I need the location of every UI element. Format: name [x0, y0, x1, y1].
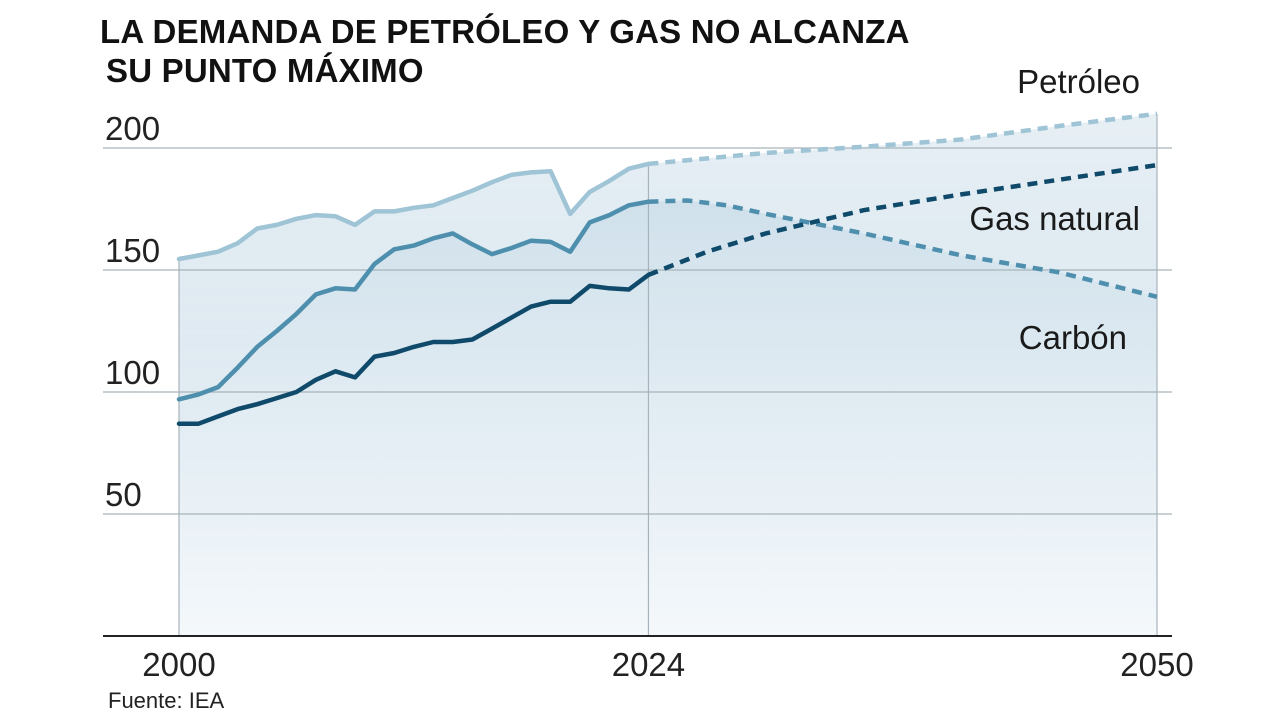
- series-label-petroleo: Petróleo: [1017, 63, 1140, 100]
- series-label-gas: Gas natural: [969, 200, 1140, 237]
- series-line-gas: [176, 199, 651, 402]
- chart-labels: Petróleo Gas natural Carbón: [969, 63, 1140, 356]
- series-label-carbon: Carbón: [1019, 319, 1127, 356]
- area-band-upper: [179, 113, 1157, 400]
- series-line-carbon: [176, 272, 651, 426]
- x-tick-label-2024: 2024: [612, 646, 685, 683]
- y-tick-label-200: 200: [105, 110, 160, 147]
- chart-lines: [176, 111, 1158, 426]
- y-tick-label-150: 150: [105, 232, 160, 269]
- title-line-1: LA DEMANDA DE PETRÓLEO Y GAS NO ALCANZA: [100, 13, 910, 50]
- y-tick-label-100: 100: [105, 354, 160, 391]
- x-tick-label-2000: 2000: [142, 646, 215, 683]
- source-note: Fuente: IEA: [108, 688, 225, 713]
- series-projection-petroleo: [648, 111, 1158, 167]
- chart-gridlines: [103, 113, 1172, 636]
- chart-axes: 50 100 150 200 2000 2024 2050: [103, 110, 1194, 683]
- y-tick-label-50: 50: [105, 476, 142, 513]
- chart-title: LA DEMANDA DE PETRÓLEO Y GAS NO ALCANZA …: [100, 12, 910, 90]
- series-line-petroleo: [176, 161, 651, 262]
- title-line-2: SU PUNTO MÁXIMO: [106, 52, 424, 89]
- x-tick-label-2050: 2050: [1120, 646, 1193, 683]
- series-projection-carbon: [647, 162, 1158, 277]
